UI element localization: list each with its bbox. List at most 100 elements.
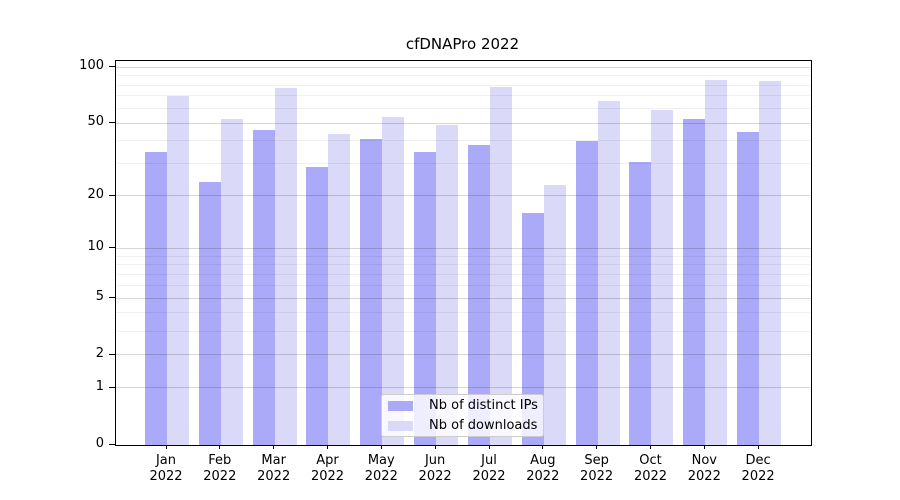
- bar-distinct-ips-jul: [467, 145, 490, 445]
- x-tick-label-year: 2022: [364, 469, 398, 484]
- bar-downloads-jan: [167, 96, 189, 445]
- bar-distinct-ips-feb: [198, 181, 221, 445]
- legend-swatch-distinct-ips-icon: [388, 400, 413, 411]
- x-tick-mark-may: [380, 445, 382, 449]
- x-tick-label-oct: Oct 2022: [619, 453, 683, 485]
- gridline-minor-60: [116, 107, 811, 109]
- x-tick-label-dec: Dec 2022: [726, 453, 790, 485]
- bar-downloads-jul: [489, 86, 512, 445]
- y-tick-label-5: 5: [95, 289, 104, 304]
- x-tick-mark-sep: [596, 445, 598, 449]
- gridline-minor-30: [116, 163, 811, 165]
- y-tick-mark-2: [109, 353, 115, 355]
- x-tick-mark-jun: [434, 445, 436, 449]
- x-tick-mark-oct: [650, 445, 651, 449]
- y-tick-mark-5: [109, 297, 115, 298]
- gridline-major-100: [116, 66, 811, 68]
- gridline-minor-6: [116, 284, 811, 286]
- x-tick-label-year: 2022: [687, 469, 721, 484]
- gridline-major-1: [116, 387, 811, 389]
- gridline-major-10: [116, 247, 811, 249]
- y-tick-label-2: 2: [95, 345, 104, 361]
- x-tick-label-year: 2022: [257, 469, 291, 484]
- gridline-minor-80: [116, 84, 811, 86]
- x-tick-label-sep: Sep 2022: [565, 453, 629, 485]
- bar-distinct-ips-oct: [629, 161, 652, 445]
- gridline-major-2: [116, 354, 811, 356]
- x-tick-label-jan: Jan 2022: [134, 453, 198, 485]
- x-tick-mark-feb: [219, 445, 221, 449]
- x-tick-label-year: 2022: [580, 469, 614, 484]
- y-tick-mark-50: [109, 122, 115, 123]
- x-tick-label-feb: Feb 2022: [188, 453, 252, 485]
- y-tick-mark-100: [109, 66, 115, 68]
- bar-downloads-feb: [220, 118, 243, 445]
- bar-downloads-jun: [436, 125, 459, 445]
- plot-area: Nb of distinct IPs Nb of downloads: [115, 60, 812, 446]
- y-tick-label-10: 10: [87, 239, 104, 255]
- x-tick-label-apr: Apr 2022: [296, 453, 360, 485]
- x-tick-label-year: 2022: [149, 469, 183, 484]
- x-tick-mark-aug: [542, 445, 544, 449]
- bar-distinct-ips-sep: [575, 141, 598, 445]
- gridline-minor-70: [116, 95, 811, 97]
- x-tick-label-aug: Aug 2022: [511, 453, 575, 485]
- x-tick-label-year: 2022: [472, 469, 506, 484]
- bar-downloads-oct: [651, 110, 674, 445]
- x-tick-label-year: 2022: [310, 469, 345, 484]
- x-tick-label-year: 2022: [741, 469, 775, 484]
- legend-entry-downloads: Nb of downloads: [388, 417, 537, 434]
- bar-distinct-ips-nov: [683, 118, 706, 445]
- gridline-minor-7: [116, 273, 811, 275]
- x-tick-label-year: 2022: [526, 469, 560, 484]
- legend-label-downloads: Nb of downloads: [429, 418, 538, 433]
- gridline-major-50: [116, 122, 811, 124]
- x-tick-label-mar: Mar 2022: [242, 453, 306, 485]
- gridline-minor-4: [116, 312, 811, 314]
- legend-swatch-downloads-icon: [388, 420, 413, 431]
- y-tick-label-50: 50: [87, 114, 104, 129]
- x-tick-label-year: 2022: [418, 469, 452, 484]
- y-tick-label-20: 20: [87, 186, 104, 202]
- y-tick-label-1: 1: [95, 378, 104, 394]
- gridline-minor-9: [116, 255, 811, 257]
- x-tick-label-nov: Nov 2022: [672, 453, 736, 485]
- legend-label-distinct-ips: Nb of distinct IPs: [429, 398, 538, 413]
- x-tick-label-year: 2022: [633, 469, 668, 484]
- x-tick-mark-jan: [165, 445, 167, 449]
- x-tick-label-jul: Jul 2022: [457, 453, 521, 485]
- bar-distinct-ips-jun: [414, 151, 437, 445]
- y-tick-label-100: 100: [79, 58, 104, 74]
- bar-distinct-ips-jan: [145, 151, 167, 445]
- y-tick-label-0: 0: [95, 435, 104, 451]
- y-tick-mark-0: [109, 443, 115, 445]
- chart-title: cfDNAPro 2022: [405, 35, 520, 53]
- y-tick-mark-1: [109, 386, 115, 388]
- gridline-minor-8: [116, 264, 811, 266]
- gridline-major-5: [116, 297, 811, 299]
- bar-distinct-ips-mar: [252, 130, 275, 445]
- bar-distinct-ips-apr: [306, 166, 329, 445]
- x-tick-label-jun: Jun 2022: [403, 453, 467, 485]
- bar-downloads-dec: [759, 80, 782, 445]
- bar-downloads-apr: [328, 133, 351, 445]
- bar-downloads-may: [382, 117, 405, 445]
- bar-downloads-aug: [543, 185, 566, 445]
- gridline-minor-3: [116, 330, 811, 332]
- bar-downloads-nov: [705, 79, 728, 445]
- gridline-minor-90: [116, 75, 811, 77]
- x-tick-label-may: May 2022: [349, 453, 413, 485]
- x-tick-label-year: 2022: [203, 469, 237, 484]
- gridline-minor-40: [116, 140, 811, 142]
- x-tick-mark-dec: [757, 445, 759, 449]
- y-tick-mark-20: [109, 194, 115, 196]
- gridline-major-20: [116, 195, 811, 196]
- bar-downloads-sep: [597, 101, 620, 445]
- bar-distinct-ips-aug: [521, 213, 544, 445]
- legend: Nb of distinct IPs Nb of downloads: [381, 394, 544, 437]
- x-tick-mark-nov: [703, 445, 705, 449]
- x-tick-mark-mar: [273, 445, 275, 449]
- x-tick-mark-apr: [327, 445, 328, 449]
- legend-entry-distinct-ips: Nb of distinct IPs: [388, 397, 538, 414]
